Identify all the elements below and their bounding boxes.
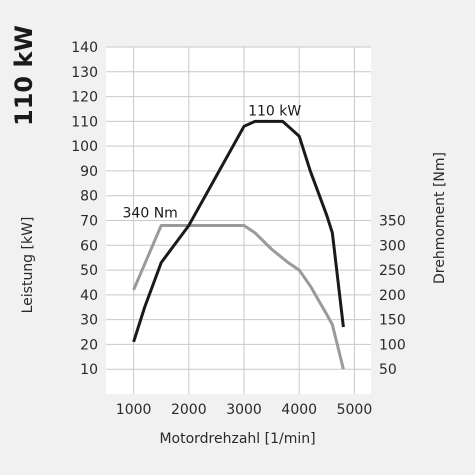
y-left-tick-label: 130	[71, 65, 98, 81]
power-line	[132, 119, 345, 343]
y-left-tick-label: 90	[80, 164, 98, 180]
y-left-tick-label: 100	[71, 139, 98, 155]
y-left-tick-label: 110	[71, 114, 98, 130]
x-axis-label: Motordrehzahl [1/min]	[159, 431, 316, 447]
y-left-tick-label: 70	[80, 214, 98, 230]
y-left-tick-label: 20	[80, 337, 98, 353]
y-right-tick-label: 100	[379, 337, 406, 353]
y-right-tick-label: 300	[379, 238, 406, 254]
annotation-power-peak: 110 kW	[248, 103, 301, 119]
grid	[106, 46, 371, 394]
x-tick-label: 3000	[226, 402, 262, 418]
annotation-torque-peak: 340 Nm	[123, 205, 178, 221]
y-right-tick-label: 250	[379, 263, 406, 279]
y-left-tick-label: 140	[71, 40, 98, 56]
y-left-tick-label: 10	[80, 362, 98, 378]
x-tick-label: 2000	[171, 402, 207, 418]
y-left-tick-label: 80	[80, 189, 98, 205]
x-tick-label: 4000	[281, 402, 317, 418]
y-left-tick-label: 40	[80, 288, 98, 304]
y-right-tick-label: 150	[379, 313, 406, 329]
y-left-tick-label: 30	[80, 313, 98, 329]
y-right-tick-label: 50	[379, 362, 397, 378]
y-right-tick-label: 350	[379, 214, 406, 230]
x-tick-label: 1000	[116, 402, 152, 418]
x-tick-label: 5000	[337, 402, 373, 418]
torque-line	[132, 223, 345, 370]
y-left-tick-label: 50	[80, 263, 98, 279]
y-right-tick-label: 200	[379, 288, 406, 304]
y-left-tick-label: 120	[71, 90, 98, 106]
y-left-tick-label: 60	[80, 238, 98, 254]
